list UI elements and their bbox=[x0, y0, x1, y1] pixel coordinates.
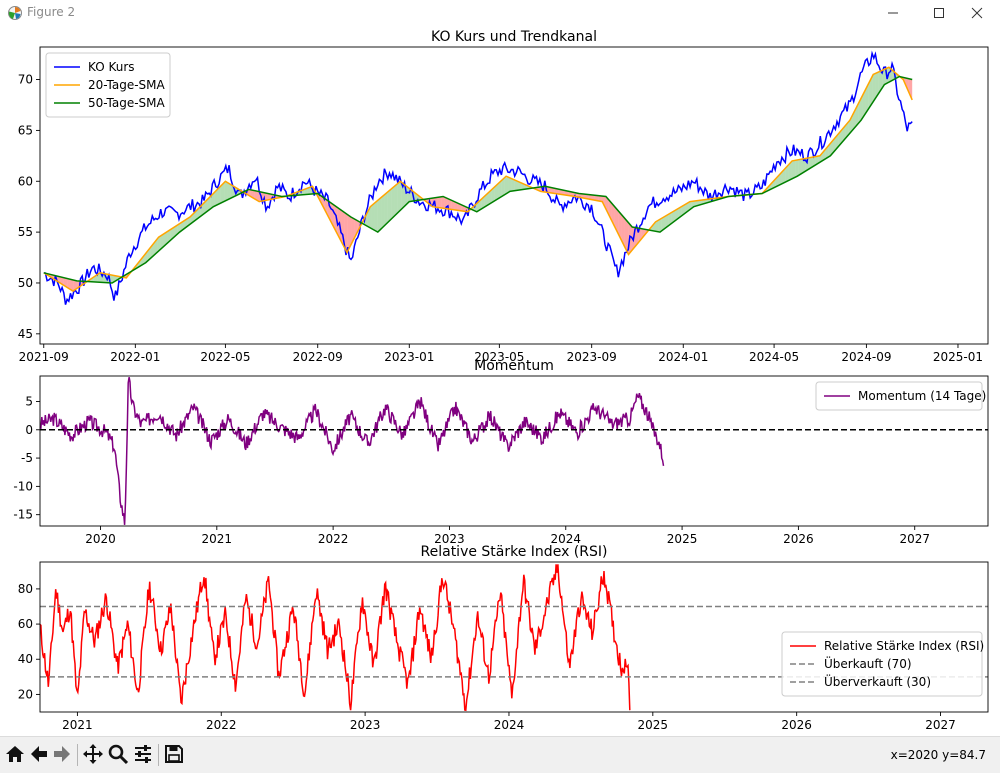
legend-label: Relative Stärke Index (RSI) bbox=[824, 639, 984, 653]
y-tick-label: -15 bbox=[13, 508, 33, 522]
x-tick-label: 2022-09 bbox=[293, 350, 343, 364]
fill-segment bbox=[384, 192, 387, 226]
fill-segment bbox=[441, 197, 444, 209]
y-tick-label: 0 bbox=[25, 423, 33, 437]
arrow-right-icon[interactable] bbox=[51, 743, 73, 765]
fill-segment bbox=[378, 198, 381, 233]
subplot-3: Relative Stärke Index (RSI) 2021 2022 2023 2… bbox=[18, 544, 988, 732]
x-tick-label: 2027 bbox=[925, 718, 956, 732]
legend-label: Überkauft (70) bbox=[824, 655, 912, 671]
legend-label: 20-Tage-SMA bbox=[88, 78, 165, 92]
legend-label: Momentum (14 Tage) bbox=[858, 389, 986, 403]
toolbar-separator bbox=[158, 744, 159, 766]
fill-segment bbox=[391, 186, 394, 219]
y-tick-label: 45 bbox=[18, 327, 33, 341]
y-tick-label: -5 bbox=[21, 451, 33, 465]
x-tick-label: 2027 bbox=[899, 532, 930, 546]
x-tick-label: 2024-09 bbox=[841, 350, 891, 364]
x-tick-label: 2025 bbox=[638, 718, 669, 732]
fill-segment bbox=[224, 183, 227, 202]
toolbar-separator bbox=[77, 744, 78, 766]
y-tick-label: 70 bbox=[18, 73, 33, 87]
close-button[interactable] bbox=[954, 0, 1000, 26]
x-tick-label: 2021-09 bbox=[19, 350, 69, 364]
fill-segment bbox=[381, 195, 384, 229]
fill-segment bbox=[374, 200, 377, 232]
subplot-title: Momentum bbox=[474, 358, 554, 374]
fill-segment bbox=[388, 189, 391, 222]
window-titlebar: Figure 2 bbox=[0, 0, 1000, 27]
x-tick-label: 2023 bbox=[350, 718, 381, 732]
figure-svg: KO Kurs und Trendkanal 2021-09 2022-01 2022… bbox=[0, 26, 1000, 736]
minimize-button[interactable] bbox=[870, 0, 916, 26]
y-tick-label: 5 bbox=[25, 394, 33, 408]
save-disk-icon[interactable] bbox=[163, 743, 185, 765]
y-tick-label: 80 bbox=[18, 582, 33, 596]
fill-segment bbox=[70, 279, 73, 290]
x-tick-label: 2022 bbox=[206, 718, 237, 732]
y-tick-label: 65 bbox=[18, 123, 33, 137]
fill-segment bbox=[398, 182, 401, 213]
fill-segment bbox=[394, 183, 397, 216]
y-tick-label: 50 bbox=[18, 276, 33, 290]
axes-frame bbox=[40, 47, 988, 344]
fill-segment bbox=[371, 203, 374, 230]
series-line-momentum bbox=[40, 377, 664, 525]
home-icon[interactable] bbox=[4, 743, 26, 765]
subplot-title: KO Kurs und Trendkanal bbox=[431, 29, 597, 45]
series-line-rsi bbox=[40, 564, 630, 710]
x-tick-label: 2024-01 bbox=[658, 350, 708, 364]
x-tick-label: 2023-09 bbox=[567, 350, 617, 364]
x-tick-label: 2021 bbox=[62, 718, 93, 732]
x-tick-label: 2020 bbox=[85, 532, 116, 546]
sliders-icon[interactable] bbox=[132, 743, 154, 765]
y-tick-label: -10 bbox=[13, 479, 33, 493]
cursor-coordinates: x=2020 y=84.7 bbox=[891, 748, 986, 762]
fill-segment bbox=[508, 177, 511, 193]
figure-canvas[interactable]: KO Kurs und Trendkanal 2021-09 2022-01 2022… bbox=[0, 26, 1000, 736]
legend-label: KO Kurs bbox=[88, 60, 135, 74]
fill-segment bbox=[438, 197, 441, 208]
x-tick-label: 2024-05 bbox=[749, 350, 799, 364]
legend-label: Überverkauft (30) bbox=[824, 673, 931, 689]
x-tick-label: 2021 bbox=[202, 532, 233, 546]
y-tick-label: 20 bbox=[18, 687, 33, 701]
arrow-left-icon[interactable] bbox=[28, 743, 50, 765]
x-tick-label: 2022-05 bbox=[200, 350, 250, 364]
x-tick-label: 2024 bbox=[494, 718, 525, 732]
subplot-title: Relative Stärke Index (RSI) bbox=[421, 544, 608, 560]
zoom-magnifier-icon[interactable] bbox=[107, 743, 129, 765]
minimize-icon bbox=[887, 7, 899, 19]
pan-move-icon[interactable] bbox=[82, 743, 104, 765]
maximize-icon bbox=[933, 7, 945, 19]
x-tick-label: 2022 bbox=[318, 532, 349, 546]
y-tick-label: 55 bbox=[18, 225, 33, 239]
x-tick-label: 2023-01 bbox=[384, 350, 434, 364]
y-tick-label: 60 bbox=[18, 617, 33, 631]
y-tick-label: 60 bbox=[18, 174, 33, 188]
fill-segment bbox=[795, 160, 798, 177]
legend-label: 50-Tage-SMA bbox=[88, 96, 165, 110]
window-title: Figure 2 bbox=[27, 5, 75, 19]
close-icon bbox=[971, 7, 983, 19]
x-tick-label: 2025-01 bbox=[933, 350, 983, 364]
x-tick-label: 2022-01 bbox=[110, 350, 160, 364]
matplotlib-figure-icon bbox=[7, 5, 23, 21]
y-tick-label: 40 bbox=[18, 652, 33, 666]
x-tick-label: 2025 bbox=[667, 532, 698, 546]
x-tick-label: 2026 bbox=[783, 532, 814, 546]
navigation-toolbar: x=2020 y=84.7 bbox=[0, 736, 1000, 773]
x-tick-label: 2026 bbox=[781, 718, 812, 732]
sma-fill-between bbox=[44, 67, 912, 290]
fill-segment bbox=[792, 160, 795, 178]
subplot-1: KO Kurs und Trendkanal 2021-09 2022-01 2022… bbox=[18, 29, 988, 364]
